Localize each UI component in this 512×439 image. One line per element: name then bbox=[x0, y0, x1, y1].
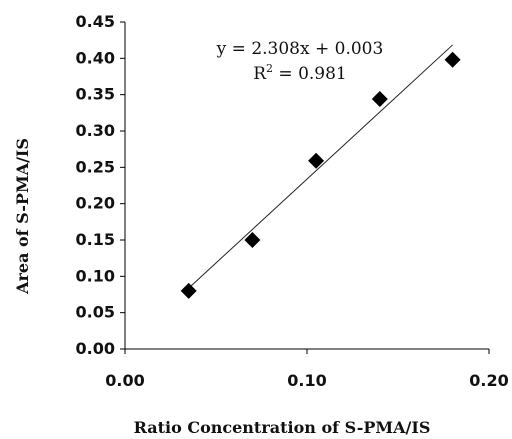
x-ticks: 0.00 0.10 0.20 bbox=[105, 349, 509, 390]
x-axis-title: Ratio Concentration of S-PMA/IS bbox=[134, 418, 431, 437]
y-axis-title: Area of S-PMA/IS bbox=[13, 138, 32, 295]
data-point bbox=[244, 232, 261, 248]
y-tick-label: 0.15 bbox=[76, 230, 115, 249]
plot-area: 0.00 0.05 0.10 0.15 0.20 0.25 0.30 0.35 0.40 0.45… bbox=[76, 12, 509, 390]
r-squared-exponent: 2 bbox=[266, 62, 273, 75]
trendline-equation: y = 2.308x + 0.003 bbox=[216, 39, 384, 59]
y-tick-label: 0.10 bbox=[76, 266, 115, 285]
y-tick-label: 0.25 bbox=[76, 157, 115, 176]
x-tick-label: 0.20 bbox=[469, 371, 508, 390]
data-point bbox=[371, 91, 388, 108]
y-tick-label: 0.05 bbox=[76, 303, 115, 322]
data-point bbox=[308, 152, 325, 169]
r-squared-label: R2 = 0.981 bbox=[253, 62, 347, 84]
x-tick-label: 0.00 bbox=[105, 371, 144, 390]
trendline bbox=[188, 44, 453, 289]
y-tick-label: 0.45 bbox=[76, 12, 115, 31]
y-ticks: 0.00 0.05 0.10 0.15 0.20 0.25 0.30 0.35 0.40 0.45 bbox=[76, 12, 125, 358]
y-tick-label: 0.35 bbox=[76, 85, 115, 104]
x-tick-label: 0.10 bbox=[287, 371, 326, 390]
r-squared-symbol: R bbox=[253, 64, 267, 84]
data-points bbox=[180, 51, 461, 299]
y-tick-label: 0.40 bbox=[76, 48, 115, 67]
y-tick-label: 0.30 bbox=[76, 121, 115, 140]
data-point bbox=[180, 282, 197, 299]
r-squared-value: = 0.981 bbox=[273, 64, 347, 84]
y-tick-label: 0.00 bbox=[76, 339, 115, 358]
data-point bbox=[444, 51, 461, 68]
y-tick-label: 0.20 bbox=[76, 194, 115, 213]
